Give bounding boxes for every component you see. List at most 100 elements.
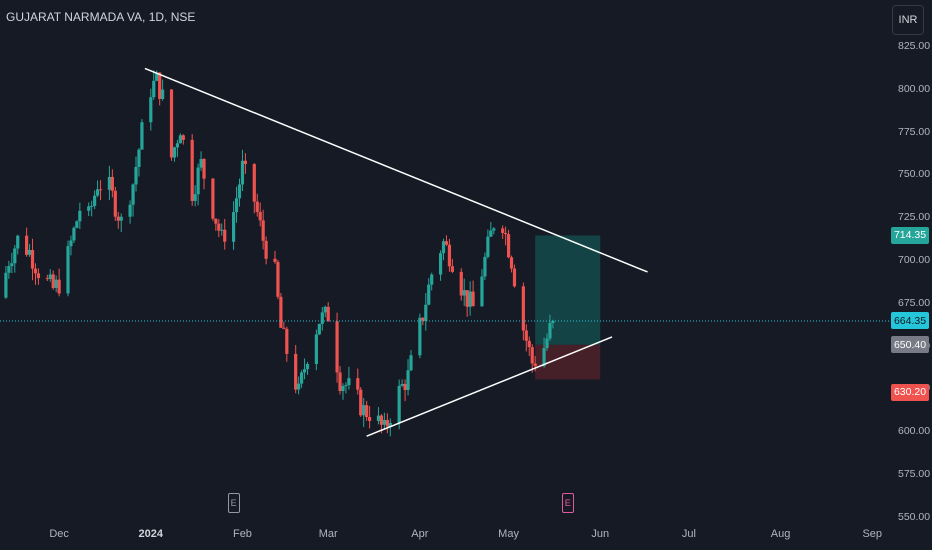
candle xyxy=(279,293,283,329)
candle xyxy=(90,200,94,217)
candle xyxy=(406,359,410,396)
candle xyxy=(501,225,505,239)
currency-button[interactable]: INR xyxy=(892,5,924,35)
candle xyxy=(444,235,449,246)
candle xyxy=(98,180,103,201)
candle xyxy=(161,79,165,101)
price-tick: 550.00 xyxy=(898,510,931,523)
support-trendline[interactable] xyxy=(366,336,613,437)
candle xyxy=(533,356,537,372)
candle xyxy=(317,323,321,336)
candle xyxy=(45,274,49,282)
price-tick: 800.00 xyxy=(898,82,931,95)
candle xyxy=(385,413,389,434)
candle xyxy=(489,222,493,237)
trendlines[interactable] xyxy=(144,67,648,437)
earnings-icon[interactable]: E xyxy=(561,493,574,513)
candle xyxy=(240,149,245,192)
candle xyxy=(450,258,454,274)
candle xyxy=(486,229,490,259)
candle xyxy=(211,177,215,221)
candle xyxy=(178,133,182,144)
candle xyxy=(202,158,206,190)
time-tick: May xyxy=(498,528,519,540)
candle xyxy=(131,183,135,217)
candle xyxy=(252,163,256,214)
candle xyxy=(542,337,546,368)
candle xyxy=(220,223,224,236)
candle xyxy=(4,266,8,300)
candle xyxy=(69,235,73,256)
candle xyxy=(314,329,318,371)
candle xyxy=(527,336,531,356)
target-zone[interactable] xyxy=(535,235,601,345)
candle xyxy=(87,202,91,217)
candle xyxy=(524,324,528,352)
candle xyxy=(347,366,351,390)
candle xyxy=(10,252,14,274)
chart-title: GUJARAT NARMADA VA, 1D, NSE xyxy=(6,10,196,24)
candle xyxy=(113,186,117,221)
time-tick: Jun xyxy=(591,528,610,540)
candle xyxy=(305,362,310,375)
candle xyxy=(16,234,20,255)
candle xyxy=(255,193,259,217)
candle xyxy=(231,201,236,250)
time-tick: Apr xyxy=(411,528,429,540)
price-tick: 775.00 xyxy=(898,125,931,138)
candle xyxy=(190,134,194,206)
candle xyxy=(72,226,76,244)
stop-zone[interactable] xyxy=(535,344,601,380)
candle xyxy=(66,240,70,297)
candle xyxy=(376,407,381,425)
candle xyxy=(492,227,496,235)
candle xyxy=(438,250,443,281)
candle xyxy=(199,151,203,171)
candle xyxy=(427,278,431,306)
candle xyxy=(297,376,301,395)
time-tick: Mar xyxy=(318,528,338,540)
candle xyxy=(409,350,413,372)
candle xyxy=(140,119,144,150)
time-tick: 2024 xyxy=(138,528,164,540)
candle xyxy=(57,268,61,297)
candle xyxy=(551,319,555,329)
candle xyxy=(107,165,112,201)
price-tick: 600.00 xyxy=(898,425,931,438)
candle xyxy=(468,281,472,316)
candle xyxy=(403,379,407,402)
entry-price-label: 650.40 xyxy=(891,336,929,354)
candle xyxy=(13,245,17,273)
candle xyxy=(338,365,342,395)
candle xyxy=(276,259,280,300)
candle xyxy=(397,379,401,430)
candle xyxy=(54,275,58,293)
candle xyxy=(368,406,372,429)
candle xyxy=(282,321,286,330)
earnings-icon[interactable]: E xyxy=(227,493,240,513)
candle xyxy=(217,219,221,238)
candle xyxy=(509,255,514,273)
price-tick: 575.00 xyxy=(898,467,931,480)
candle xyxy=(430,272,434,291)
candle xyxy=(93,190,97,210)
candle xyxy=(421,317,425,326)
time-tick: Sep xyxy=(862,528,883,540)
candle xyxy=(196,163,200,206)
price-tick: 750.00 xyxy=(898,168,931,181)
candle xyxy=(530,344,534,373)
candle xyxy=(137,148,141,177)
candle xyxy=(95,180,100,198)
time-tick: Jul xyxy=(681,528,696,540)
candle xyxy=(521,282,525,341)
candle xyxy=(424,293,428,331)
candle xyxy=(344,382,348,394)
candle xyxy=(480,269,484,307)
candle xyxy=(264,236,268,265)
resistance-trendline[interactable] xyxy=(144,67,648,273)
candle xyxy=(273,250,277,264)
candle xyxy=(48,269,52,282)
candle xyxy=(365,400,369,421)
